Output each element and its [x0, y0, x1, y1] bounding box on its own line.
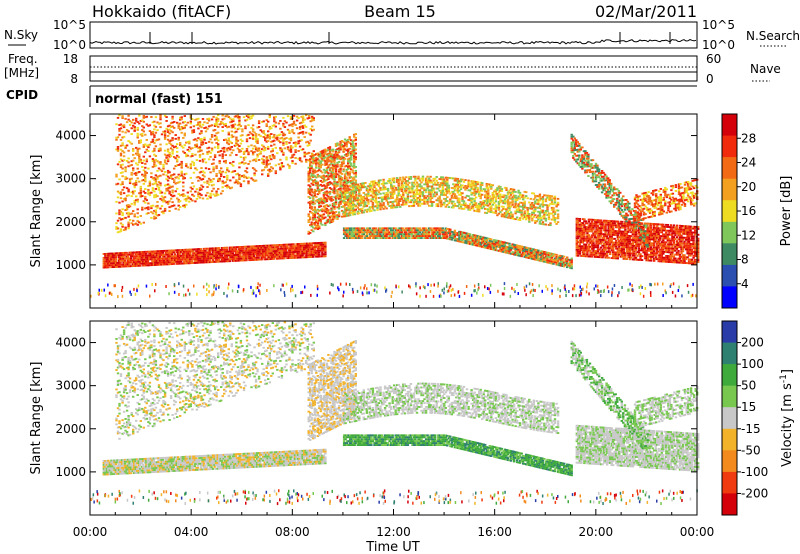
x-tick-label: 04:00 [174, 525, 209, 539]
noise-tick-right-top: 10^5 [702, 18, 735, 32]
colorbar-tick-label: 8 [741, 253, 749, 267]
colorbar-tick-label: 4 [741, 277, 749, 291]
colorbar-tick-label: -200 [741, 486, 768, 500]
nave-tick-bottom: 0 [706, 72, 714, 86]
noise-trace [89, 32, 697, 45]
y-tick-label: 4000 [55, 129, 86, 143]
velocity-ylabel: Slant Range [km] [29, 362, 44, 475]
x-tick-label: 20:00 [579, 525, 614, 539]
freq-unit-label: [MHz] [4, 66, 39, 80]
colorbar-tick-label: 15 [741, 400, 756, 414]
power-heatmap [90, 114, 700, 299]
colorbar-tick-label: 200 [741, 336, 764, 350]
colorbar-tick-label: 20 [741, 180, 756, 194]
power-colorbar: 4 8 12 16 20 24 28 [721, 113, 756, 309]
beam-title: Beam 15 [364, 2, 436, 21]
velocity-colorbar: 200 100 50 15 -15 -50 -100 -200 [721, 320, 768, 516]
freq-tick-top: 18 [63, 52, 78, 66]
x-tick-label: 00:00 [73, 525, 108, 539]
noise-tick-right-bottom: 10^0 [702, 38, 735, 52]
nsky-label: N.Sky [4, 28, 38, 42]
power-ylabel: Slant Range [km] [29, 155, 44, 268]
power-y-axis: 1000 2000 3000 4000 [55, 129, 697, 272]
velocity-y-axis: 1000 2000 3000 4000 [55, 336, 697, 479]
y-tick-label: 2000 [55, 422, 86, 436]
nave-label: Nave [750, 62, 781, 76]
x-tick-label: 00:00 [680, 525, 715, 539]
colorbar-tick-label: 12 [741, 228, 756, 242]
y-tick-label: 2000 [55, 215, 86, 229]
x-tick-label: 16:00 [477, 525, 512, 539]
y-tick-label: 3000 [55, 172, 86, 186]
velocity-heatmap [90, 321, 700, 506]
date-title: 02/Mar/2011 [595, 2, 697, 21]
x-tick-label: 12:00 [376, 525, 411, 539]
noise-panel-frame [89, 21, 698, 49]
time-axis: 00:00 04:00 08:00 12:00 16:00 20:00 00:00 [73, 114, 715, 539]
x-tick-label: 08:00 [275, 525, 310, 539]
freq-panel-frame [89, 55, 698, 82]
velocity-colorbar-label: Velocity [m s-1] [779, 369, 795, 467]
colorbar-tick-label: -15 [741, 422, 761, 436]
colorbar-tick-label: 16 [741, 204, 756, 218]
nave-tick-top: 60 [706, 52, 721, 66]
colorbar-tick-label: -50 [741, 443, 761, 457]
power-colorbar-label: Power [dB] [779, 176, 794, 247]
colorbar-tick-label: -100 [741, 465, 768, 479]
freq-tick-bottom: 8 [70, 72, 78, 86]
colorbar-tick-label: 50 [741, 379, 756, 393]
nsearch-label: N.Search [746, 29, 800, 43]
cpid-value: normal (fast) 151 [95, 92, 223, 107]
cpid-label: CPID [6, 88, 38, 102]
colorbar-tick-label: 24 [741, 156, 756, 170]
x-axis-label: Time UT [365, 540, 419, 554]
colorbar-tick-label: 100 [741, 357, 764, 371]
y-tick-label: 1000 [55, 258, 86, 272]
y-tick-label: 4000 [55, 336, 86, 350]
velocity-panel-frame [89, 320, 698, 516]
y-tick-label: 3000 [55, 379, 86, 393]
noise-tick-left-bottom: 10^0 [53, 38, 86, 52]
y-tick-label: 1000 [55, 465, 86, 479]
noise-tick-left-top: 10^5 [53, 18, 86, 32]
freq-label: Freq. [8, 52, 38, 66]
station-title: Hokkaido (fitACF) [92, 2, 231, 21]
colorbar-tick-label: 28 [741, 131, 756, 145]
